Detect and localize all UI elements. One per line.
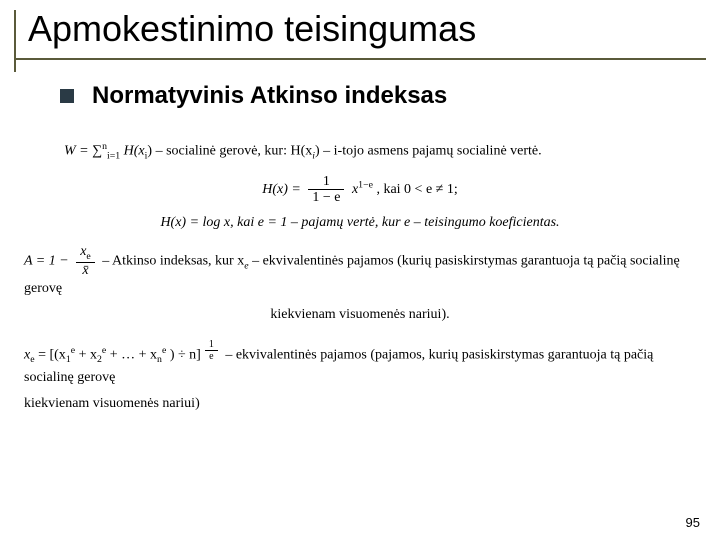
title-wrap: Apmokestinimo teisingumas — [0, 0, 720, 50]
w-desc: – socialinė gerovė, kur: H(x — [156, 144, 313, 159]
page-number: 95 — [686, 515, 700, 530]
a-den: x̄ — [76, 263, 95, 278]
xe-outer-den: e — [205, 351, 218, 362]
w-body-close: ) — [147, 144, 152, 159]
h1-cond: , kai 0 < e ≠ 1; — [376, 182, 457, 197]
xe-bne: e — [162, 345, 166, 356]
h1-exp: 1−e — [358, 179, 373, 190]
formula-a: A = 1 − xe x̄ – Atkinso indeksas, kur x e… — [24, 244, 696, 299]
xe-outer-num: 1 — [205, 339, 218, 351]
formula-block: W = ∑ni=1 H(xi) – socialinė gerovė, kur:… — [0, 110, 720, 414]
h1-prefix: H(x) = — [262, 182, 304, 197]
a-desc3: kiekvienam visuomenės nariui). — [270, 307, 449, 322]
content-area: Normatyvinis Atkinso indeksas — [0, 60, 720, 110]
h2-text: H(x) = log x, kai e = 1 – pajamų vertė, … — [160, 215, 559, 230]
a-num-sub: e — [86, 251, 90, 262]
h1-frac: 1 1 − e — [308, 174, 344, 206]
w-desc2: ) – i-tojo asmens pajamų socialinė vertė… — [315, 144, 542, 159]
formula-xe: xe = [(x1e + x2e + … + xne ) ÷ n]1e – ek… — [24, 339, 696, 388]
slide-title: Apmokestinimo teisingumas — [28, 6, 720, 50]
h1-num: 1 — [308, 174, 344, 190]
xe-desc2: kiekvienam visuomenės nariui) — [24, 396, 200, 411]
sum-lower: i=1 — [107, 150, 120, 161]
xe-sub: e — [30, 354, 34, 365]
slide: Apmokestinimo teisingumas Normatyvinis A… — [0, 0, 720, 540]
xe-body: = [(x — [38, 348, 66, 363]
sigma: ∑ — [92, 144, 102, 159]
bullet-row: Normatyvinis Atkinso indeksas — [60, 82, 700, 110]
w-prefix: W = — [64, 144, 92, 159]
xe-outer-exp: 1e — [201, 345, 222, 356]
xe-close: ) ÷ n] — [170, 348, 201, 363]
h1-den: 1 − e — [308, 190, 344, 205]
title-left-rule — [14, 10, 16, 72]
a-desc: – Atkinso indeksas, kur x — [102, 253, 244, 268]
formula-xe-cont: kiekvienam visuomenės nariui) — [24, 394, 696, 414]
a-num-wrap: xe — [76, 244, 95, 264]
bullet-text: Normatyvinis Atkinso indeksas — [92, 82, 447, 110]
xe-b1e: e — [71, 345, 75, 356]
xe-bns: n — [157, 354, 162, 365]
formula-w: W = ∑ni=1 H(xi) – socialinė gerovė, kur:… — [64, 140, 696, 164]
xe-b2e: e — [102, 345, 106, 356]
square-bullet-icon — [60, 89, 74, 103]
formula-h1: H(x) = 1 1 − e x1−e , kai 0 < e ≠ 1; — [24, 174, 696, 206]
w-body: H(x — [124, 144, 145, 159]
xe-plus1: + x — [79, 348, 97, 363]
formula-h2: H(x) = log x, kai e = 1 – pajamų vertė, … — [24, 213, 696, 233]
a-prefix: A = 1 − — [24, 253, 72, 268]
xe-b1s: 1 — [66, 354, 71, 365]
xe-b2s: 2 — [97, 354, 102, 365]
xe-dots: + … + x — [110, 348, 157, 363]
formula-a-cont: kiekvienam visuomenės nariui). — [24, 305, 696, 325]
a-frac: xe x̄ — [76, 244, 95, 279]
